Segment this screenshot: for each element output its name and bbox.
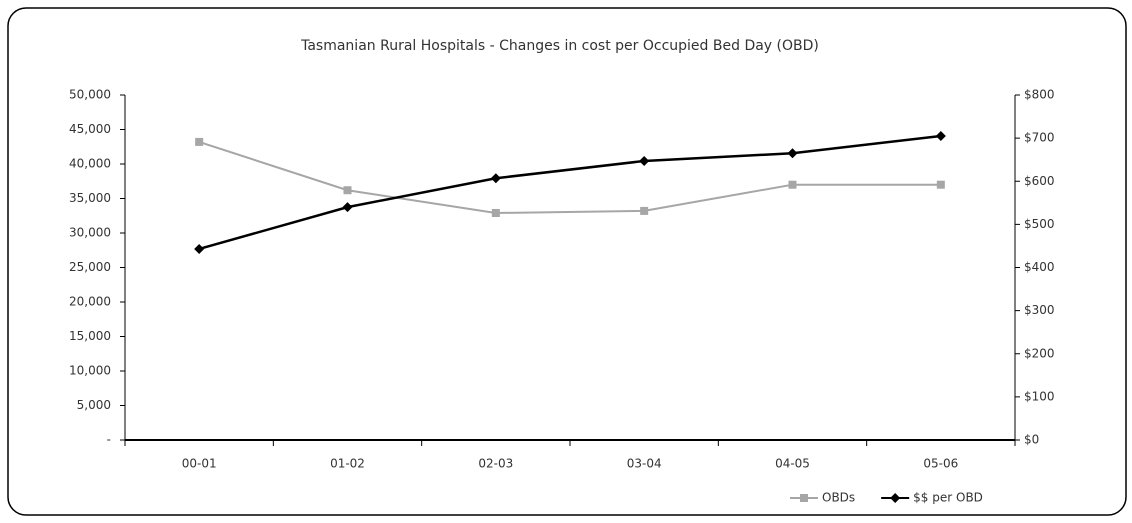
- y-tick-label: 30,000: [69, 226, 111, 240]
- y-tick-label: 35,000: [69, 191, 111, 205]
- x-tick-label: 02-03: [478, 457, 513, 471]
- data-point: [343, 186, 352, 195]
- series-line: [198, 134, 941, 251]
- y-tick-label: 5,000: [77, 398, 111, 412]
- x-tick-label: 03-04: [627, 457, 662, 471]
- y-tick-label: 20,000: [69, 295, 111, 309]
- data-point: [640, 206, 649, 215]
- data-point: [491, 208, 500, 217]
- y2-tick-label: $0: [1024, 433, 1039, 447]
- y2-tick-label: $500: [1024, 217, 1055, 231]
- y2-tick-label: $800: [1024, 88, 1055, 102]
- legend-marker: [800, 494, 808, 502]
- x-tick-label: 05-06: [923, 457, 958, 471]
- data-point: [195, 137, 204, 146]
- x-tick-label: 04-05: [775, 457, 810, 471]
- y2-tick-label: $200: [1024, 346, 1055, 360]
- y-tick-label: 10,000: [69, 364, 111, 378]
- y2-tick-label: $100: [1024, 389, 1055, 403]
- y-tick-label: -: [107, 433, 111, 447]
- data-point: [639, 155, 650, 166]
- chart-title: Tasmanian Rural Hospitals - Changes in c…: [300, 38, 819, 54]
- data-point: [342, 202, 353, 213]
- y2-tick-label: $600: [1024, 174, 1055, 188]
- data-point: [194, 243, 205, 254]
- y-tick-label: 40,000: [69, 157, 111, 171]
- data-point: [936, 180, 945, 189]
- y-tick-label: 45,000: [69, 122, 111, 136]
- x-tick-label: 00-01: [182, 457, 217, 471]
- data-point: [935, 130, 946, 141]
- y2-tick-label: $300: [1024, 303, 1055, 317]
- legend-label: $$ per OBD: [913, 491, 983, 505]
- y-tick-label: 25,000: [69, 260, 111, 274]
- data-point: [788, 180, 797, 189]
- chart-frame: [7, 7, 1127, 516]
- y2-tick-label: $700: [1024, 131, 1055, 145]
- y2-tick-label: $400: [1024, 260, 1055, 274]
- data-point: [787, 148, 798, 159]
- y-tick-label: 15,000: [69, 329, 111, 343]
- series-line: [198, 140, 941, 214]
- x-tick-label: 01-02: [330, 457, 365, 471]
- legend-marker: [890, 493, 901, 503]
- data-point: [490, 173, 501, 184]
- y-tick-label: 50,000: [69, 88, 111, 102]
- legend-label: OBDs: [822, 491, 855, 505]
